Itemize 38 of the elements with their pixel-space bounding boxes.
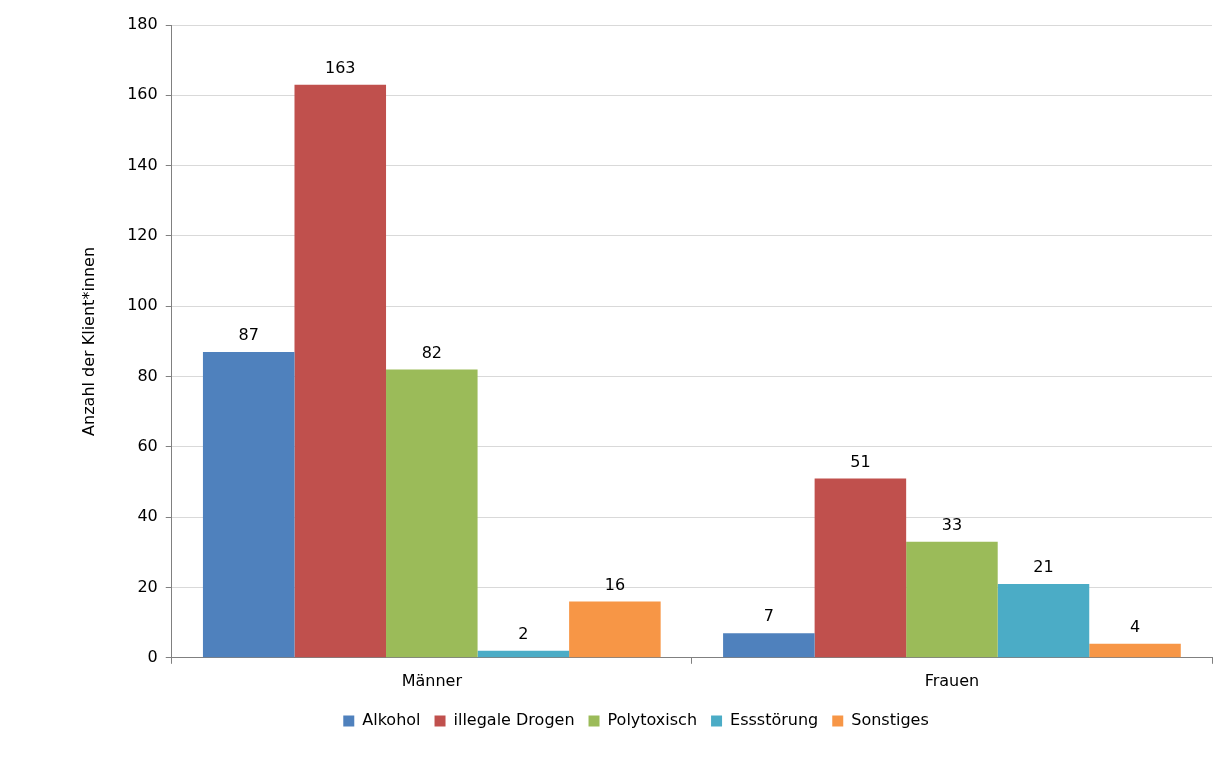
data-label: 7: [763, 606, 774, 626]
y-tick-label: 160: [127, 84, 158, 104]
data-label: 82: [421, 342, 442, 362]
data-label: 51: [850, 451, 871, 471]
x-tick-label: Frauen: [924, 670, 980, 690]
bar: [386, 369, 478, 658]
bar: [569, 601, 661, 658]
data-label: 4: [1129, 616, 1141, 636]
legend-label: Sonstiges: [851, 710, 929, 730]
bar: [477, 650, 570, 658]
y-tick-label: 180: [127, 14, 158, 34]
legend-label: illegale Drogen: [453, 710, 575, 730]
bar: [814, 478, 907, 658]
bar: [1089, 643, 1181, 658]
bar: [294, 84, 387, 658]
y-tick-label: 80: [137, 365, 158, 385]
y-tick-label: 20: [137, 576, 158, 596]
legend-label: Essstörung: [730, 710, 819, 730]
legend-label: Polytoxisch: [607, 710, 698, 730]
y-axis-title: Anzahl der Klient*innen: [78, 246, 98, 436]
bar: [997, 583, 1090, 658]
data-label: 87: [238, 325, 259, 345]
data-label: 21: [1033, 557, 1054, 577]
legend-label: Alkohol: [362, 710, 421, 730]
y-tick-label: 60: [137, 436, 158, 456]
bar: [723, 633, 815, 658]
y-tick-label: 0: [147, 646, 158, 666]
x-tick-label: Männer: [401, 670, 463, 690]
data-label: 163: [324, 57, 356, 77]
data-label: 2: [518, 623, 529, 643]
bar: [906, 541, 998, 658]
bar: [202, 351, 295, 658]
data-label: 16: [604, 574, 626, 594]
y-tick-label: 100: [127, 295, 158, 315]
data-label: 33: [941, 514, 963, 534]
y-tick-label: 120: [127, 225, 158, 245]
y-tick-label: 140: [127, 154, 158, 174]
y-tick-label: 40: [137, 506, 158, 526]
